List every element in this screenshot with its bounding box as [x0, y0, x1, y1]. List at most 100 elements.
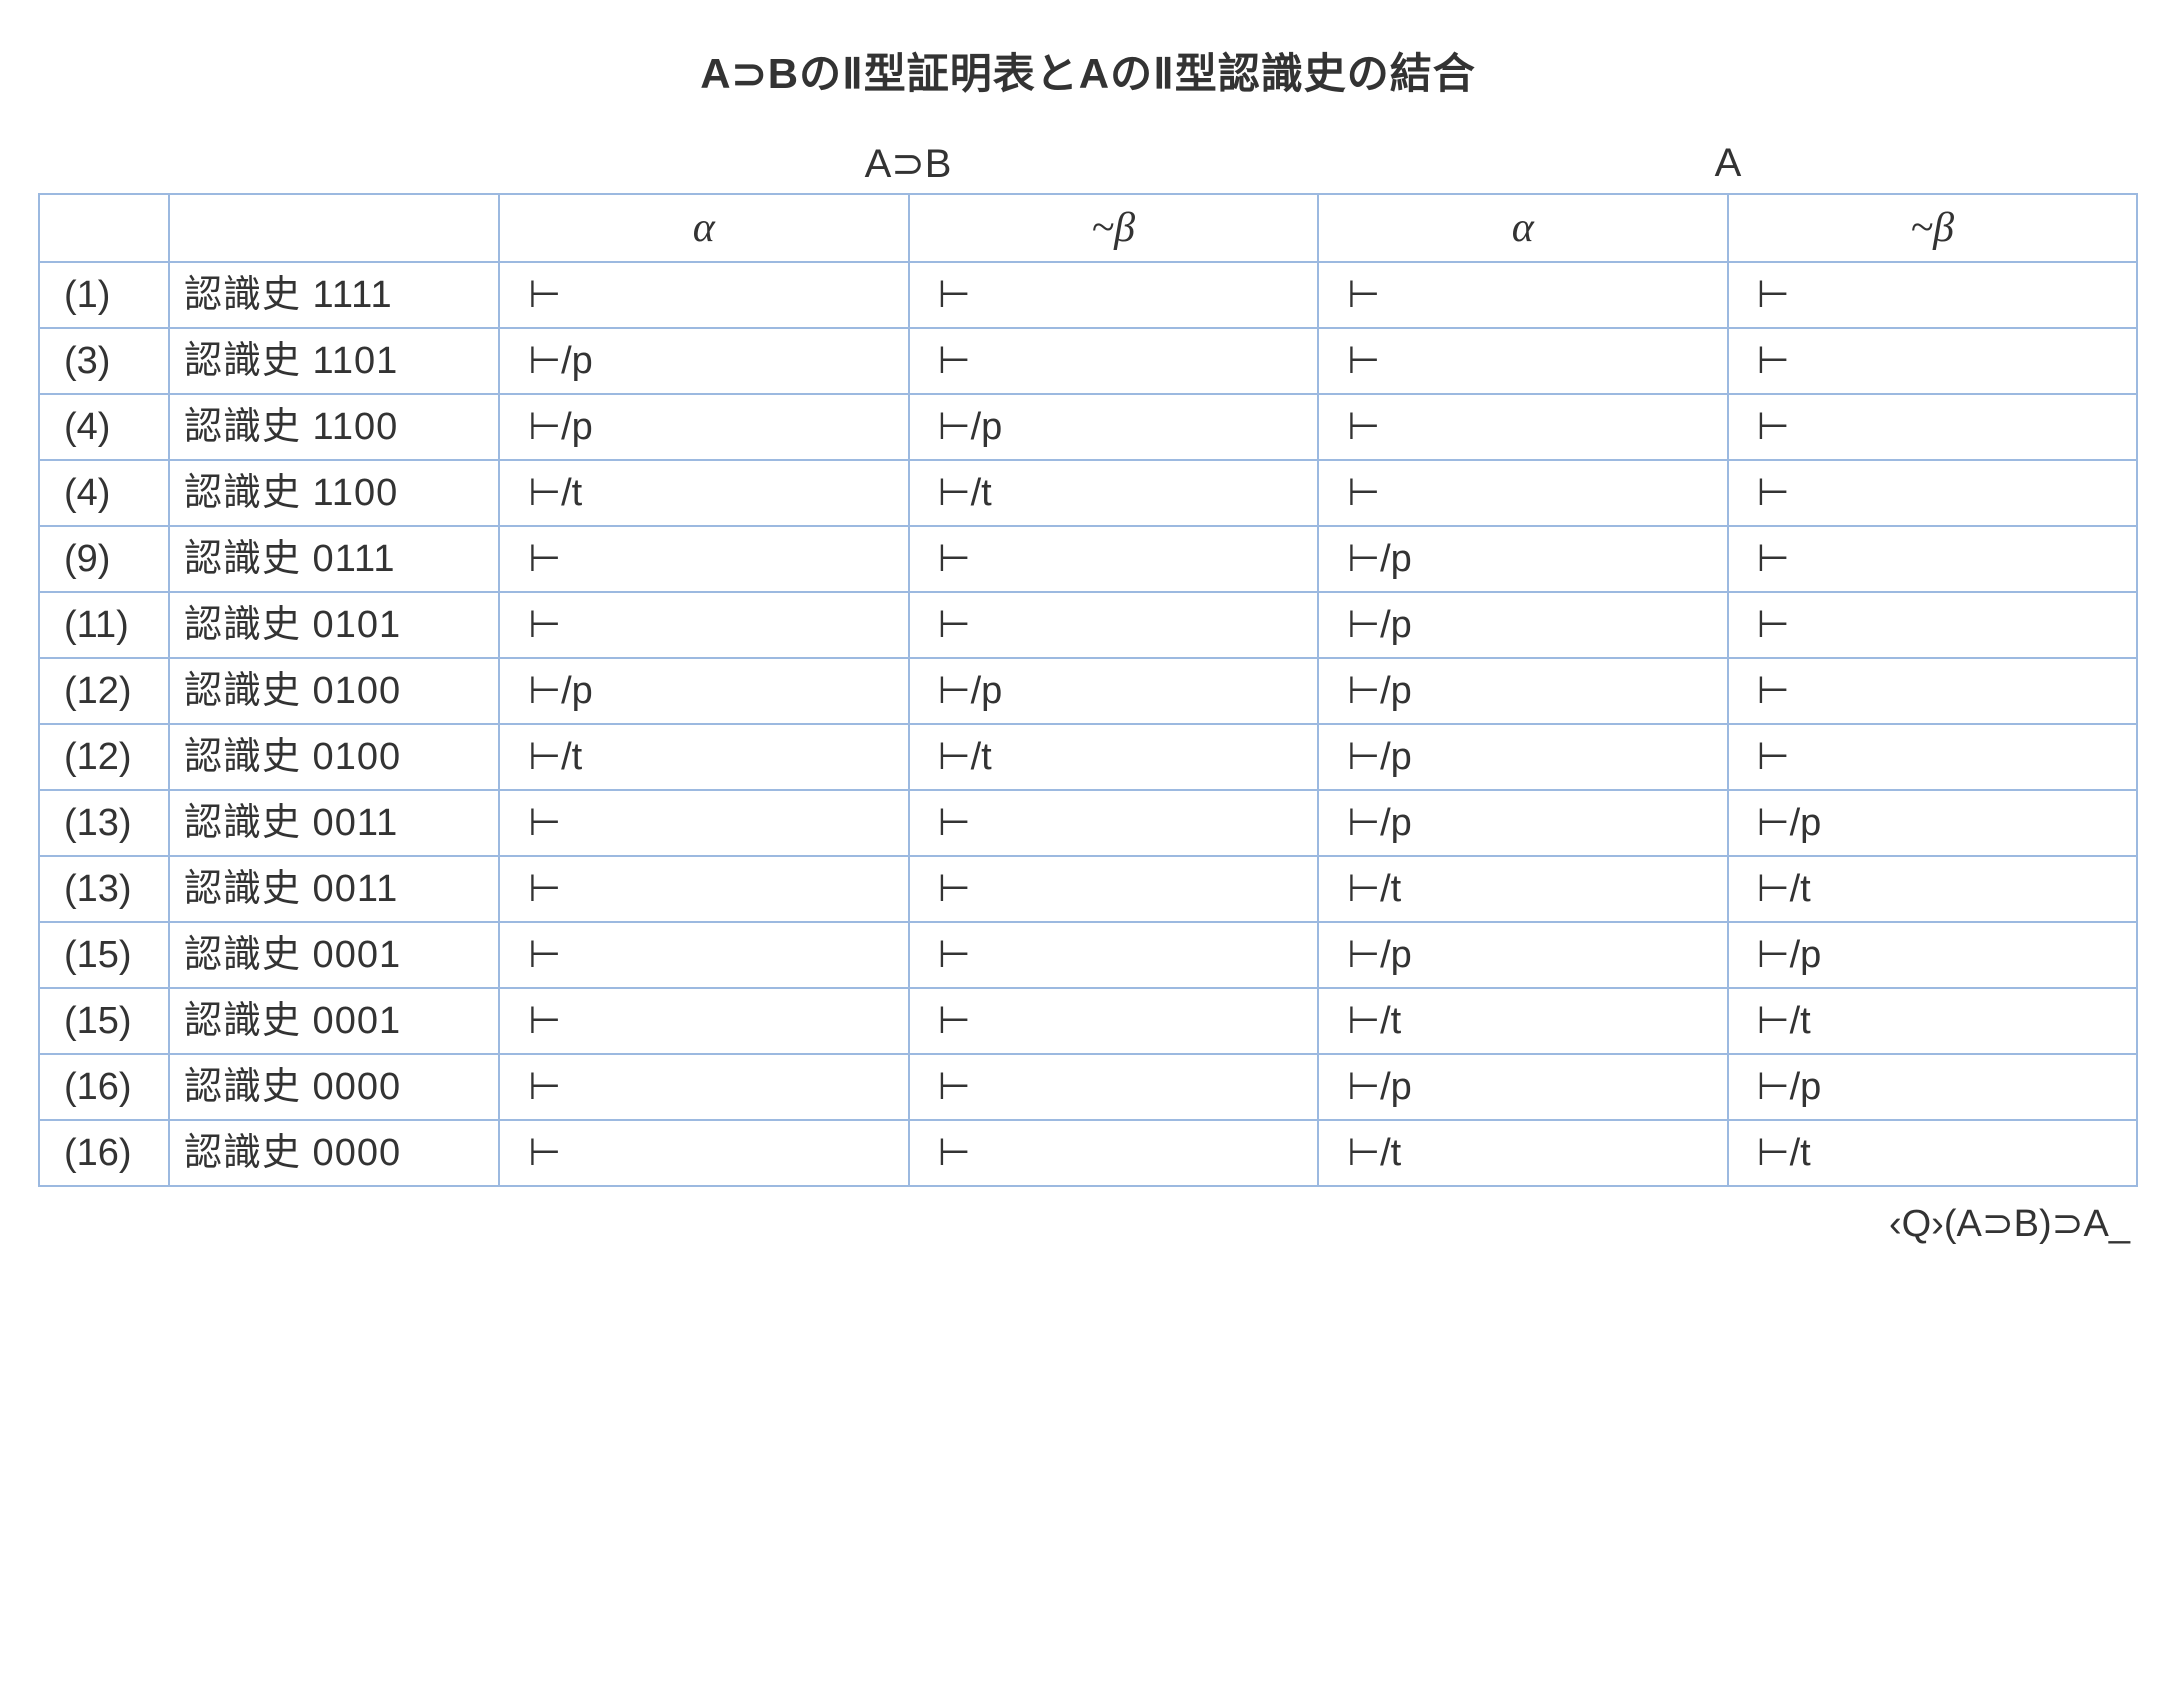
- table-row: (15)認識史 0001⊢⊢⊢/p⊢/p: [39, 922, 2137, 988]
- cell-ab-alpha: ⊢: [499, 1120, 909, 1186]
- table-row: (9)認識史 0111⊢⊢⊢/p⊢: [39, 526, 2137, 592]
- cell-ab-alpha: ⊢: [499, 262, 909, 328]
- cell-ab-alpha: ⊢/p: [499, 328, 909, 394]
- col-header-ab-negbeta: ~β: [909, 194, 1319, 262]
- table-row: (4)認識史 1100⊢/p⊢/p⊢⊢: [39, 394, 2137, 460]
- cell-a-alpha: ⊢: [1318, 328, 1728, 394]
- cell-a-alpha: ⊢/p: [1318, 592, 1728, 658]
- row-index: (9): [39, 526, 169, 592]
- cell-ab-alpha: ⊢/t: [499, 460, 909, 526]
- page-title: A⊃BのⅡ型証明表とAのⅡ型認識史の結合: [38, 40, 2138, 101]
- cell-a-beta: ⊢/p: [1728, 1054, 2138, 1120]
- row-index: (12): [39, 724, 169, 790]
- cell-ab-alpha: ⊢/p: [499, 658, 909, 724]
- cell-a-alpha: ⊢: [1318, 262, 1728, 328]
- cell-a-alpha: ⊢/t: [1318, 856, 1728, 922]
- table-row: (11)認識史 0101⊢⊢⊢/p⊢: [39, 592, 2137, 658]
- row-label: 認識史 1100: [169, 394, 499, 460]
- proof-table: α ~β α ~β (1)認識史 1111⊢⊢⊢⊢(3)認識史 1101⊢/p⊢…: [38, 193, 2138, 1187]
- row-index: (16): [39, 1120, 169, 1186]
- cell-ab-beta: ⊢: [909, 856, 1319, 922]
- row-label: 認識史 0000: [169, 1054, 499, 1120]
- footer-formula: ‹Q›(A⊃B)⊃A_: [38, 1201, 2138, 1246]
- table-row: (15)認識史 0001⊢⊢⊢/t⊢/t: [39, 988, 2137, 1054]
- cell-a-beta: ⊢/p: [1728, 922, 2138, 988]
- row-label: 認識史 0101: [169, 592, 499, 658]
- cell-ab-beta: ⊢: [909, 1054, 1319, 1120]
- row-index: (11): [39, 592, 169, 658]
- cell-a-alpha: ⊢/t: [1318, 1120, 1728, 1186]
- cell-ab-beta: ⊢/t: [909, 724, 1319, 790]
- group-header-a: A: [1318, 141, 2138, 187]
- cell-a-beta: ⊢: [1728, 592, 2138, 658]
- cell-ab-beta: ⊢: [909, 988, 1319, 1054]
- cell-a-beta: ⊢/t: [1728, 856, 2138, 922]
- cell-ab-beta: ⊢: [909, 790, 1319, 856]
- row-label: 認識史 0000: [169, 1120, 499, 1186]
- cell-a-alpha: ⊢/p: [1318, 724, 1728, 790]
- row-label: 認識史 0011: [169, 790, 499, 856]
- cell-ab-beta: ⊢/t: [909, 460, 1319, 526]
- cell-a-beta: ⊢: [1728, 262, 2138, 328]
- table-row: (12)認識史 0100⊢/t⊢/t⊢/p⊢: [39, 724, 2137, 790]
- cell-a-beta: ⊢: [1728, 724, 2138, 790]
- table-row: (1)認識史 1111⊢⊢⊢⊢: [39, 262, 2137, 328]
- row-label: 認識史 0011: [169, 856, 499, 922]
- cell-ab-beta: ⊢: [909, 328, 1319, 394]
- cell-a-alpha: ⊢/p: [1318, 658, 1728, 724]
- column-header-row: α ~β α ~β: [39, 194, 2137, 262]
- cell-a-alpha: ⊢/p: [1318, 1054, 1728, 1120]
- cell-ab-beta: ⊢: [909, 922, 1319, 988]
- cell-ab-alpha: ⊢/t: [499, 724, 909, 790]
- table-row: (4)認識史 1100⊢/t⊢/t⊢⊢: [39, 460, 2137, 526]
- cell-a-alpha: ⊢/p: [1318, 790, 1728, 856]
- cell-a-alpha: ⊢: [1318, 394, 1728, 460]
- row-label: 認識史 0100: [169, 658, 499, 724]
- table-row: (13)認識史 0011⊢⊢⊢/t⊢/t: [39, 856, 2137, 922]
- row-index: (4): [39, 394, 169, 460]
- cell-a-beta: ⊢: [1728, 394, 2138, 460]
- cell-a-alpha: ⊢/t: [1318, 988, 1728, 1054]
- cell-a-beta: ⊢: [1728, 526, 2138, 592]
- cell-a-beta: ⊢: [1728, 328, 2138, 394]
- cell-ab-alpha: ⊢/p: [499, 394, 909, 460]
- row-index: (13): [39, 856, 169, 922]
- cell-ab-beta: ⊢: [909, 262, 1319, 328]
- cell-ab-alpha: ⊢: [499, 526, 909, 592]
- col-header-a-alpha: α: [1318, 194, 1728, 262]
- row-label: 認識史 0111: [169, 526, 499, 592]
- row-index: (3): [39, 328, 169, 394]
- row-label: 認識史 0001: [169, 922, 499, 988]
- col-header-ab-alpha: α: [499, 194, 909, 262]
- cell-a-beta: ⊢: [1728, 658, 2138, 724]
- row-label: 認識史 0100: [169, 724, 499, 790]
- group-header-row: A⊃B A: [38, 141, 2138, 187]
- cell-a-alpha: ⊢: [1318, 460, 1728, 526]
- table-row: (12)認識史 0100⊢/p⊢/p⊢/p⊢: [39, 658, 2137, 724]
- cell-a-beta: ⊢/t: [1728, 988, 2138, 1054]
- table-row: (16)認識史 0000⊢⊢⊢/t⊢/t: [39, 1120, 2137, 1186]
- group-header-ab: A⊃B: [498, 141, 1318, 187]
- table-row: (16)認識史 0000⊢⊢⊢/p⊢/p: [39, 1054, 2137, 1120]
- cell-a-alpha: ⊢/p: [1318, 526, 1728, 592]
- row-index: (16): [39, 1054, 169, 1120]
- table-row: (3)認識史 1101⊢/p⊢⊢⊢: [39, 328, 2137, 394]
- col-header-a-negbeta: ~β: [1728, 194, 2138, 262]
- cell-a-beta: ⊢/t: [1728, 1120, 2138, 1186]
- col-header-blank-2: [169, 194, 499, 262]
- cell-ab-alpha: ⊢: [499, 592, 909, 658]
- row-label: 認識史 0001: [169, 988, 499, 1054]
- cell-ab-alpha: ⊢: [499, 1054, 909, 1120]
- cell-ab-alpha: ⊢: [499, 922, 909, 988]
- row-index: (13): [39, 790, 169, 856]
- cell-ab-beta: ⊢/p: [909, 658, 1319, 724]
- cell-ab-alpha: ⊢: [499, 988, 909, 1054]
- row-label: 認識史 1101: [169, 328, 499, 394]
- cell-a-beta: ⊢: [1728, 460, 2138, 526]
- cell-a-beta: ⊢/p: [1728, 790, 2138, 856]
- cell-ab-alpha: ⊢: [499, 790, 909, 856]
- cell-a-alpha: ⊢/p: [1318, 922, 1728, 988]
- row-index: (15): [39, 922, 169, 988]
- row-index: (1): [39, 262, 169, 328]
- row-label: 認識史 1100: [169, 460, 499, 526]
